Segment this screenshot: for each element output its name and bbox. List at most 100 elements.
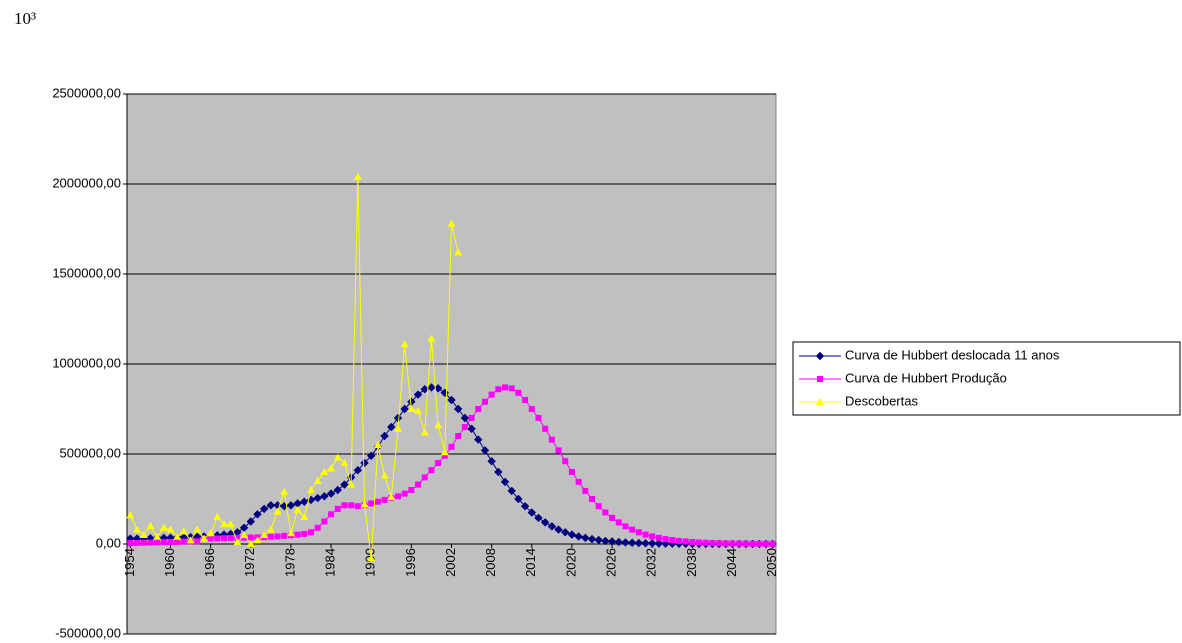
marker [354, 503, 361, 510]
marker [226, 520, 235, 528]
marker [140, 539, 147, 546]
marker [581, 533, 590, 543]
marker [300, 513, 309, 520]
marker [407, 405, 416, 412]
marker [213, 513, 222, 520]
marker [515, 389, 522, 396]
marker [367, 554, 376, 562]
marker [381, 496, 388, 503]
marker [615, 519, 622, 526]
marker [487, 456, 496, 466]
marker [433, 384, 443, 393]
marker [736, 540, 743, 547]
marker [594, 535, 603, 545]
marker [709, 540, 716, 547]
marker [816, 398, 824, 405]
marker [393, 413, 403, 423]
marker [528, 406, 535, 412]
marker [587, 534, 597, 544]
marker [614, 537, 623, 547]
marker [413, 390, 423, 399]
marker [815, 351, 825, 361]
marker [280, 487, 289, 495]
marker [301, 530, 308, 537]
x-tick-label: 1972 [242, 548, 257, 577]
marker [575, 478, 582, 485]
marker [421, 474, 428, 481]
marker [621, 538, 630, 547]
marker [655, 534, 662, 541]
x-tick-label: 1978 [282, 548, 297, 577]
marker [259, 504, 269, 514]
marker [420, 384, 429, 394]
marker [634, 538, 644, 548]
marker [494, 467, 503, 477]
marker [193, 525, 202, 533]
marker [627, 538, 637, 547]
marker [507, 486, 516, 496]
marker [139, 531, 148, 538]
marker [420, 428, 429, 436]
x-tick-label: 1984 [323, 548, 338, 577]
marker [467, 424, 476, 434]
marker [547, 522, 557, 531]
marker [441, 452, 448, 459]
marker [314, 524, 321, 531]
marker [488, 391, 495, 398]
marker [326, 489, 336, 498]
marker [729, 540, 736, 547]
marker [159, 523, 168, 531]
marker [675, 537, 682, 544]
marker [387, 422, 396, 432]
marker [273, 507, 282, 515]
marker [415, 481, 422, 488]
y-tick-label: 0,00 [96, 535, 121, 550]
marker [253, 536, 262, 544]
marker [167, 539, 174, 546]
marker [548, 436, 555, 443]
marker [313, 477, 322, 484]
marker [174, 538, 181, 545]
marker [353, 172, 362, 180]
marker [522, 397, 529, 403]
marker [147, 539, 154, 546]
marker [649, 533, 656, 540]
marker [414, 406, 423, 414]
marker [460, 413, 470, 423]
marker [380, 471, 389, 479]
marker [434, 421, 443, 429]
marker [127, 540, 134, 547]
marker [180, 538, 187, 545]
marker [286, 529, 295, 537]
marker [696, 539, 703, 546]
marker [662, 536, 669, 543]
marker [817, 376, 823, 382]
marker [340, 459, 349, 466]
marker [540, 518, 550, 527]
x-tick-label: 2050 [764, 548, 779, 577]
marker [374, 498, 381, 505]
marker [186, 536, 195, 544]
marker [508, 385, 515, 392]
marker [126, 511, 135, 519]
x-tick-label: 1996 [403, 548, 418, 577]
marker [154, 539, 161, 546]
y-tick-label: 500000,00 [60, 445, 121, 460]
marker [609, 514, 616, 521]
marker [654, 539, 664, 548]
marker [454, 248, 463, 256]
marker [428, 467, 435, 474]
marker [247, 534, 254, 541]
marker [534, 513, 543, 523]
legend-label: Curva de Hubbert deslocada 11 anos [845, 347, 1060, 362]
marker [328, 511, 335, 518]
marker [233, 538, 242, 546]
marker [555, 447, 562, 454]
marker [199, 534, 208, 542]
marker [535, 415, 542, 421]
marker [274, 533, 281, 540]
marker [194, 538, 201, 545]
y-tick-label: -500000,00 [55, 625, 121, 640]
marker [641, 539, 650, 548]
marker [260, 531, 269, 538]
